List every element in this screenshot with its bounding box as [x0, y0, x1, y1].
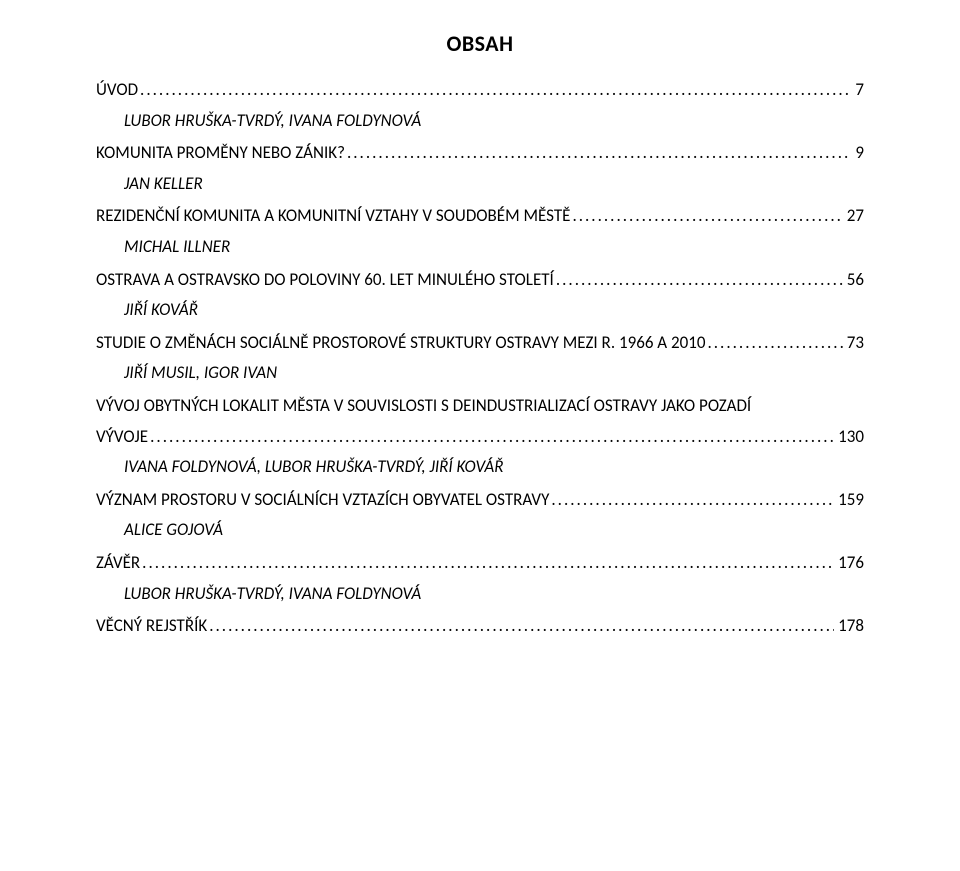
toc-page-number: 27 — [843, 201, 864, 232]
toc-label: VÝVOJ OBYTNÝCH LOKALIT MĚSTA V SOUVISLOS… — [96, 391, 751, 422]
toc-leader — [207, 611, 834, 642]
toc-label: KOMUNITA PROMĚNY NEBO ZÁNIK? — [96, 138, 345, 169]
toc-leader — [554, 265, 843, 296]
toc-author: LUBOR HRUŠKA-TVRDÝ, IVANA FOLDYNOVÁ — [96, 579, 864, 610]
toc-line: VÝZNAM PROSTORU V SOCIÁLNÍCH VZTAZÍCH OB… — [96, 485, 864, 516]
toc-entry: STUDIE O ZMĚNÁCH SOCIÁLNĚ PROSTOROVÉ STR… — [96, 328, 864, 389]
toc-page-number: 7 — [851, 75, 864, 106]
toc-label: ZÁVĚR — [96, 548, 140, 579]
toc-author: JAN KELLER — [96, 169, 864, 200]
toc-leader — [148, 422, 834, 453]
toc-label: STUDIE O ZMĚNÁCH SOCIÁLNĚ PROSTOROVÉ STR… — [96, 328, 705, 359]
toc-page-number: 159 — [834, 485, 864, 516]
toc-entry: KOMUNITA PROMĚNY NEBO ZÁNIK? 9JAN KELLER — [96, 138, 864, 199]
toc-line: ZÁVĚR 176 — [96, 548, 864, 579]
toc-line: VÝVOJ OBYTNÝCH LOKALIT MĚSTA V SOUVISLOS… — [96, 391, 864, 422]
toc-leader — [570, 201, 842, 232]
toc-label: VĚCNÝ REJSTŘÍK — [96, 611, 207, 642]
toc-line: OSTRAVA A OSTRAVSKO DO POLOVINY 60. LET … — [96, 265, 864, 296]
toc-line: KOMUNITA PROMĚNY NEBO ZÁNIK? 9 — [96, 138, 864, 169]
toc-entry: VĚCNÝ REJSTŘÍK 178 — [96, 611, 864, 642]
toc-author: JIŘÍ KOVÁŘ — [96, 295, 864, 326]
toc-author: IVANA FOLDYNOVÁ, LUBOR HRUŠKA-TVRDÝ, JIŘ… — [96, 452, 864, 483]
toc-line: STUDIE O ZMĚNÁCH SOCIÁLNĚ PROSTOROVÉ STR… — [96, 328, 864, 359]
toc-leader — [140, 548, 834, 579]
toc-entry: REZIDENČNÍ KOMUNITA A KOMUNITNÍ VZTAHY V… — [96, 201, 864, 262]
toc-author: MICHAL ILLNER — [96, 232, 864, 263]
toc-label: REZIDENČNÍ KOMUNITA A KOMUNITNÍ VZTAHY V… — [96, 201, 570, 232]
toc-leader — [705, 328, 842, 359]
toc-container: ÚVOD 7LUBOR HRUŠKA-TVRDÝ, IVANA FOLDYNOV… — [96, 75, 864, 642]
toc-author: ALICE GOJOVÁ — [96, 515, 864, 546]
toc-label: ÚVOD — [96, 75, 138, 106]
toc-entry: VÝVOJ OBYTNÝCH LOKALIT MĚSTA V SOUVISLOS… — [96, 391, 864, 483]
toc-line: VĚCNÝ REJSTŘÍK 178 — [96, 611, 864, 642]
toc-page-number: 176 — [834, 548, 864, 579]
toc-entry: ÚVOD 7LUBOR HRUŠKA-TVRDÝ, IVANA FOLDYNOV… — [96, 75, 864, 136]
toc-page-number: 73 — [843, 328, 864, 359]
toc-line: REZIDENČNÍ KOMUNITA A KOMUNITNÍ VZTAHY V… — [96, 201, 864, 232]
toc-line: VÝVOJE 130 — [96, 422, 864, 453]
toc-line: ÚVOD 7 — [96, 75, 864, 106]
toc-leader — [345, 138, 851, 169]
toc-label: VÝVOJE — [96, 422, 148, 453]
toc-page-number: 9 — [851, 138, 864, 169]
toc-label: VÝZNAM PROSTORU V SOCIÁLNÍCH VZTAZÍCH OB… — [96, 485, 549, 516]
toc-leader — [549, 485, 834, 516]
toc-page: OBSAH ÚVOD 7LUBOR HRUŠKA-TVRDÝ, IVANA FO… — [0, 0, 960, 642]
toc-entry: ZÁVĚR 176LUBOR HRUŠKA-TVRDÝ, IVANA FOLDY… — [96, 548, 864, 609]
toc-leader — [138, 75, 851, 106]
page-title: OBSAH — [96, 30, 864, 57]
toc-page-number: 130 — [834, 422, 864, 453]
toc-page-number: 178 — [834, 611, 864, 642]
toc-author: JIŘÍ MUSIL, IGOR IVAN — [96, 358, 864, 389]
toc-label: OSTRAVA A OSTRAVSKO DO POLOVINY 60. LET … — [96, 265, 554, 296]
toc-author: LUBOR HRUŠKA-TVRDÝ, IVANA FOLDYNOVÁ — [96, 106, 864, 137]
toc-page-number: 56 — [843, 265, 864, 296]
toc-entry: VÝZNAM PROSTORU V SOCIÁLNÍCH VZTAZÍCH OB… — [96, 485, 864, 546]
toc-entry: OSTRAVA A OSTRAVSKO DO POLOVINY 60. LET … — [96, 265, 864, 326]
